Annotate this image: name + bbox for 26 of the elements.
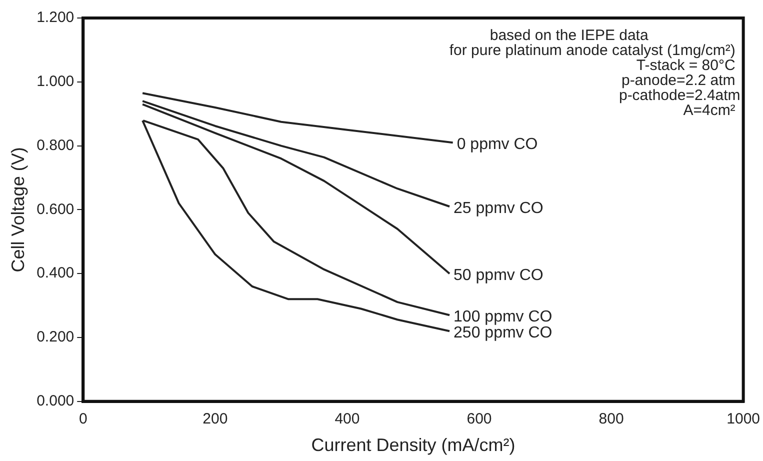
y-tick-label: 0.600 <box>36 200 74 218</box>
series-label: 50 ppmv CO <box>454 267 544 284</box>
y-tick-label: 0.400 <box>36 264 74 282</box>
series-label: 100 ppmv CO <box>454 308 552 326</box>
annotation: p-cathode=2.4atm <box>618 87 740 104</box>
y-tick-label: 0.000 <box>36 392 74 410</box>
x-tick-label: 200 <box>202 410 228 428</box>
y-tick-label: 1.000 <box>36 73 74 90</box>
x-axis-title: Current Density (mA/cm²) <box>311 435 516 456</box>
y-axis-title: Cell Voltage (V) <box>8 147 28 272</box>
annotation: for pure platinum anode catalyst (1mg/cm²) <box>449 42 736 60</box>
x-tick-label: 800 <box>598 410 624 428</box>
x-tick-label: 400 <box>334 410 360 428</box>
x-tick-label: 0 <box>78 410 88 428</box>
series-label: 0 ppmv CO <box>456 136 538 154</box>
x-tick-label: 1000 <box>726 410 760 428</box>
annotation: based on the IEPE data <box>490 27 649 44</box>
annotation: T-stack = 80°C <box>636 57 736 74</box>
annotation: p-anode=2.2 atm <box>621 72 736 90</box>
x-tick-label: 600 <box>466 410 492 428</box>
series-label: 25 ppmv CO <box>454 200 544 217</box>
y-tick-label: 1.200 <box>36 9 74 26</box>
annotation: A=4cm² <box>683 102 736 120</box>
series-label: 250 ppmv CO <box>454 324 552 342</box>
y-tick-label: 0.800 <box>36 136 74 154</box>
y-tick-label: 0.200 <box>36 328 74 346</box>
